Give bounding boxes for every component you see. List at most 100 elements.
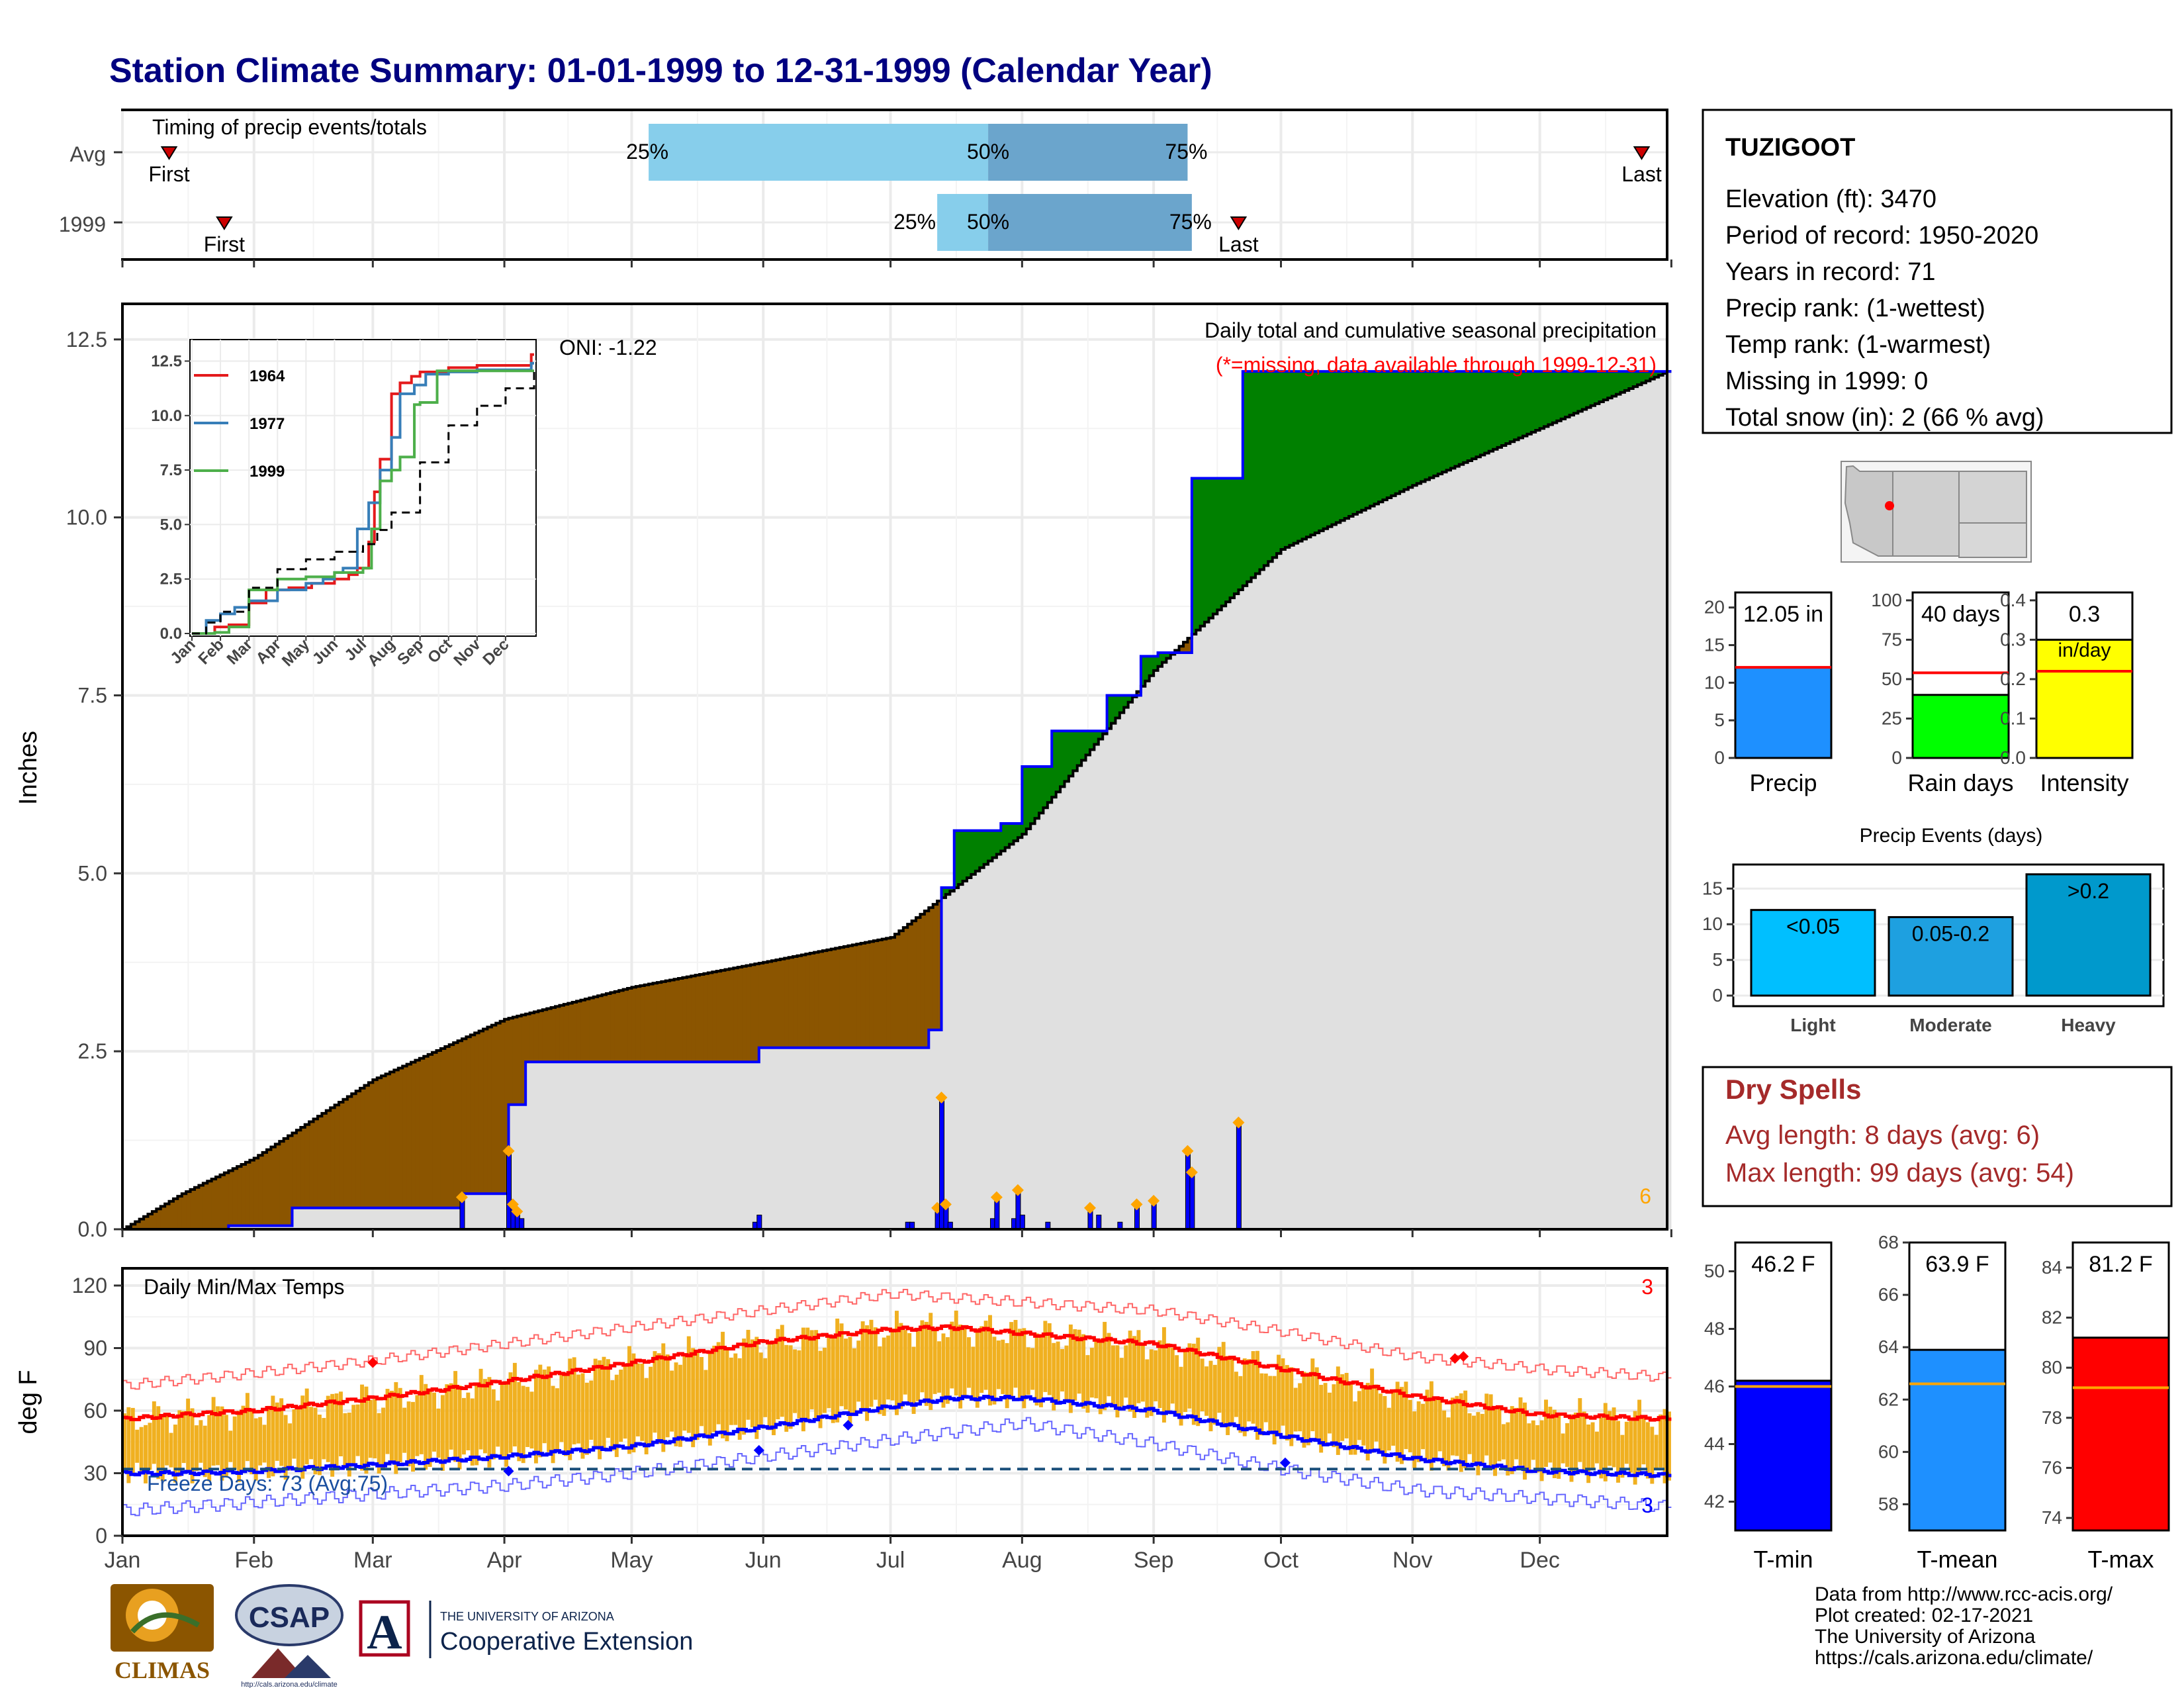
daily-temp-bar bbox=[1539, 1420, 1544, 1481]
surplus-fill bbox=[1221, 478, 1226, 606]
daily-temp-bar bbox=[950, 1321, 954, 1389]
daily-temp-bar bbox=[835, 1318, 840, 1423]
surplus-fill bbox=[983, 830, 989, 865]
daily-temp-bar bbox=[1395, 1382, 1400, 1462]
daily-temp-bar bbox=[1179, 1366, 1183, 1426]
deficit-fill bbox=[156, 1209, 161, 1229]
daily-temp-bar bbox=[1599, 1417, 1604, 1479]
surplus-fill bbox=[1306, 371, 1311, 538]
daily-temp-bar bbox=[1450, 1397, 1455, 1456]
summary-bar-T-max bbox=[2071, 1336, 2170, 1532]
daily-temp-bar bbox=[1514, 1407, 1519, 1460]
daily-temp-bar bbox=[1586, 1424, 1591, 1483]
deficit-fill bbox=[1179, 646, 1184, 653]
daily-temp-bar bbox=[122, 1413, 126, 1469]
daily-temp-bar bbox=[593, 1358, 598, 1447]
x-tick-label: Apr bbox=[487, 1548, 522, 1573]
deficit-fill bbox=[933, 904, 938, 1030]
daily-temp-bar bbox=[250, 1409, 254, 1475]
surplus-fill bbox=[1217, 478, 1222, 610]
deficit-fill bbox=[653, 983, 658, 1062]
event-bar-Moderate bbox=[1888, 915, 2014, 997]
summary-tick-label: 78 bbox=[2042, 1407, 2062, 1428]
daily-temp-bar bbox=[721, 1331, 725, 1438]
deficit-fill bbox=[360, 1088, 365, 1208]
surplus-fill bbox=[1017, 823, 1023, 838]
surplus-fill bbox=[1344, 371, 1349, 519]
daily-temp-bar bbox=[1594, 1431, 1599, 1464]
daily-temp-bar bbox=[1328, 1392, 1332, 1434]
daily-temp-bar bbox=[763, 1358, 768, 1417]
deficit-fill bbox=[512, 1017, 518, 1105]
deficit-fill bbox=[767, 961, 772, 1048]
daily-temp-bar bbox=[1005, 1342, 1009, 1409]
event-bar-label: <0.05 bbox=[1786, 915, 1840, 939]
deficit-fill bbox=[296, 1130, 301, 1208]
surplus-fill bbox=[1081, 731, 1087, 761]
summary-tick-label: 58 bbox=[1878, 1493, 1899, 1514]
event-category-label: Heavy bbox=[2061, 1015, 2116, 1035]
inset-y-tick-label: 7.5 bbox=[160, 461, 182, 479]
daily-temp-bar bbox=[589, 1380, 594, 1440]
deficit-fill bbox=[555, 1006, 561, 1062]
daily-temp-bar bbox=[1374, 1384, 1379, 1442]
deficit-fill bbox=[538, 1010, 543, 1062]
daily-temp-bar bbox=[1476, 1412, 1480, 1476]
inset-y-tick-label: 0.0 bbox=[160, 625, 182, 643]
deficit-fill bbox=[411, 1062, 416, 1208]
deficit-fill bbox=[211, 1179, 216, 1229]
daily-temp-bar bbox=[1103, 1321, 1107, 1411]
surplus-fill bbox=[1629, 371, 1634, 389]
freeze-days-label: Freeze Days: 73 (Avg:75) bbox=[147, 1472, 388, 1495]
surplus-fill bbox=[1446, 371, 1451, 471]
summary-tick-label: 46 bbox=[1704, 1376, 1725, 1397]
daily-temp-bar bbox=[1404, 1382, 1408, 1450]
precip-subtitle: Daily total and cumulative seasonal prec… bbox=[1205, 318, 1657, 342]
daily-temp-bar bbox=[1349, 1382, 1353, 1455]
daily-temp-bar bbox=[385, 1389, 390, 1454]
daily-temp-bar bbox=[1608, 1411, 1612, 1466]
daily-temp-bar bbox=[606, 1359, 610, 1438]
surplus-fill bbox=[1383, 371, 1388, 500]
daily-temp-bar bbox=[665, 1354, 670, 1438]
daily-temp-bar bbox=[440, 1395, 445, 1471]
daily-temp-bar bbox=[207, 1415, 212, 1481]
daily-temp-bar bbox=[275, 1402, 279, 1461]
daily-precip-bar bbox=[519, 1218, 525, 1230]
surplus-fill bbox=[1128, 695, 1133, 702]
daily-temp-bar bbox=[1624, 1421, 1629, 1464]
x-tick-label: Dec bbox=[1520, 1548, 1559, 1573]
deficit-fill bbox=[288, 1135, 293, 1226]
temp-lines bbox=[122, 1289, 1672, 1517]
surplus-fill bbox=[1089, 731, 1095, 750]
daily-temp-bar bbox=[411, 1401, 415, 1472]
footer-text: Data from http://www.rcc-acis.org/Plot c… bbox=[1815, 1583, 2113, 1669]
daily-temp-bar bbox=[873, 1327, 878, 1400]
deficit-fill bbox=[563, 1004, 569, 1062]
surplus-fill bbox=[975, 830, 980, 871]
deficit-fill bbox=[886, 938, 891, 1048]
daily-temp-bar bbox=[839, 1323, 844, 1407]
deficit-fill bbox=[750, 964, 756, 1062]
surplus-fill bbox=[1501, 371, 1506, 446]
surplus-fill bbox=[1247, 371, 1252, 582]
deficit-fill bbox=[614, 991, 619, 1062]
daily-temp-bar bbox=[1009, 1322, 1014, 1400]
daily-temp-bar bbox=[181, 1411, 186, 1464]
surplus-fill bbox=[941, 887, 946, 898]
oni-label: ONI: -1.22 bbox=[559, 336, 657, 359]
summary-tick-label: 84 bbox=[2042, 1257, 2062, 1278]
avg-max-line bbox=[122, 1324, 1672, 1422]
daily-temp-bar bbox=[661, 1343, 666, 1452]
daily-temp-bar bbox=[279, 1398, 284, 1466]
surplus-fill bbox=[1205, 478, 1210, 622]
daily-temp-bar bbox=[1170, 1348, 1175, 1404]
daily-temp-bar bbox=[1510, 1406, 1514, 1474]
daily-temp-bar bbox=[1094, 1341, 1099, 1399]
deficit-fill bbox=[635, 986, 641, 1062]
daily-temp-bar bbox=[1056, 1341, 1060, 1405]
deficit-fill bbox=[496, 1023, 501, 1194]
deficit-fill bbox=[262, 1152, 267, 1226]
precip-events-title: Precip Events (days) bbox=[1860, 825, 2043, 847]
daily-temp-bar bbox=[1221, 1342, 1226, 1425]
